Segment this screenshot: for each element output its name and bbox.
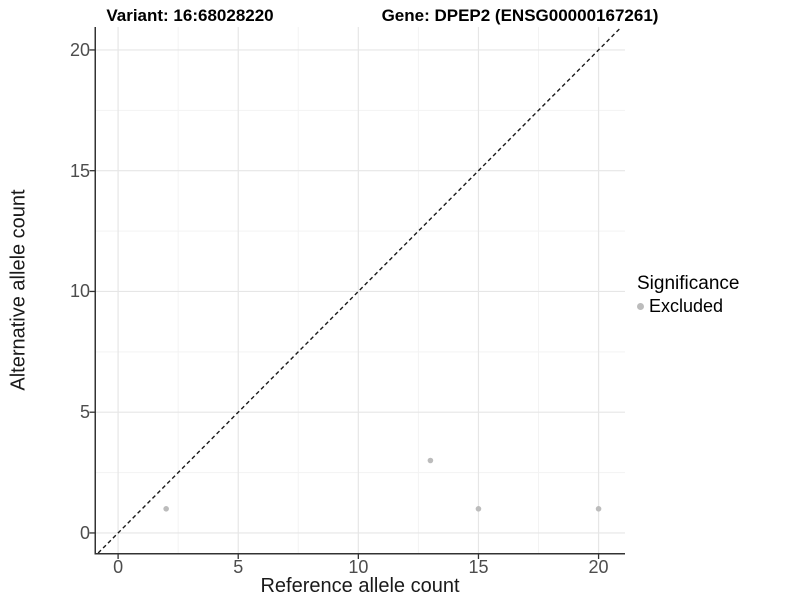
legend-point-icon <box>637 302 644 310</box>
y-tick-label: 20 <box>69 39 90 60</box>
data-point <box>595 506 602 512</box>
legend-title: Significance <box>637 273 740 294</box>
x-axis-title: Reference allele count <box>260 575 460 597</box>
x-tick-label: 15 <box>468 557 489 577</box>
legend-items: Excluded <box>637 296 739 316</box>
x-tick-label: 20 <box>588 557 609 577</box>
x-tick-label: 0 <box>113 557 124 577</box>
y-tick-label: 5 <box>79 402 90 423</box>
data-point <box>163 506 169 512</box>
legend-item: Excluded <box>637 296 739 316</box>
x-tick-label: 10 <box>348 557 369 577</box>
y-tick-label: 10 <box>69 281 90 302</box>
gene-title: Gene: DPEP2 (ENSG00000167261) <box>381 6 659 25</box>
data-point <box>427 457 434 464</box>
y-tick-label: 15 <box>69 160 90 181</box>
legend: Significance Excluded <box>637 273 739 316</box>
legend-item-label: Excluded <box>649 296 724 316</box>
y-tick-label: 0 <box>79 522 90 543</box>
identity-line <box>97 26 622 554</box>
variant-title: Variant: 16:68028220 <box>106 6 274 25</box>
x-tick-label: 5 <box>233 557 244 577</box>
y-axis-title: Alternative allele count <box>7 189 30 391</box>
data-point <box>475 506 482 512</box>
